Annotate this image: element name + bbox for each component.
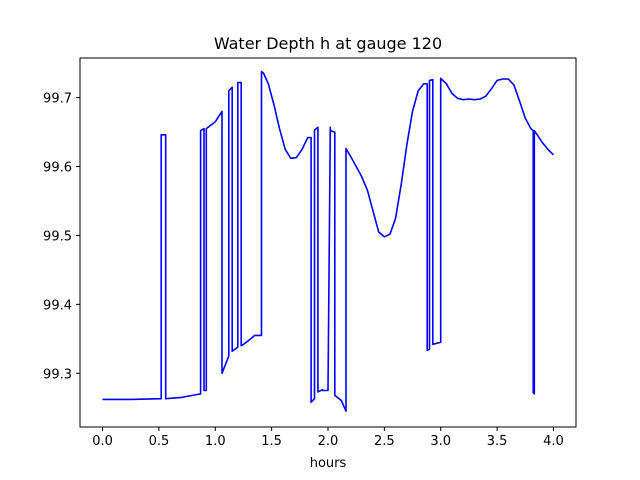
x-tick-label: 2.0 xyxy=(318,434,339,449)
x-tick-label: 2.5 xyxy=(374,434,395,449)
y-tick-label: 99.6 xyxy=(43,161,72,176)
y-tick-label: 99.3 xyxy=(43,367,72,382)
x-tick-label: 3.5 xyxy=(487,434,508,449)
series-line-0 xyxy=(102,70,555,413)
x-tick-label: 0.0 xyxy=(92,434,113,449)
x-tick-label: 1.0 xyxy=(205,434,226,449)
y-axis: 99.3 99.4 99.5 99.6 99.7 xyxy=(43,92,80,382)
y-tick-label: 99.4 xyxy=(43,298,72,313)
x-axis-label: hours xyxy=(310,456,347,471)
y-tick-label: 99.7 xyxy=(43,92,72,107)
x-tick-label: 0.5 xyxy=(149,434,170,449)
x-axis: 0.0 0.5 1.0 1.5 2.0 2.5 3.0 3.5 4.0 xyxy=(92,427,564,449)
plot-area xyxy=(102,70,555,413)
x-tick-label: 4.0 xyxy=(543,434,564,449)
plot-frame xyxy=(79,57,577,428)
x-tick-label: 1.5 xyxy=(261,434,282,449)
x-tick-label: 3.0 xyxy=(430,434,451,449)
y-tick-label: 99.5 xyxy=(43,229,72,244)
chart-title: Water Depth h at gauge 120 xyxy=(214,34,442,53)
